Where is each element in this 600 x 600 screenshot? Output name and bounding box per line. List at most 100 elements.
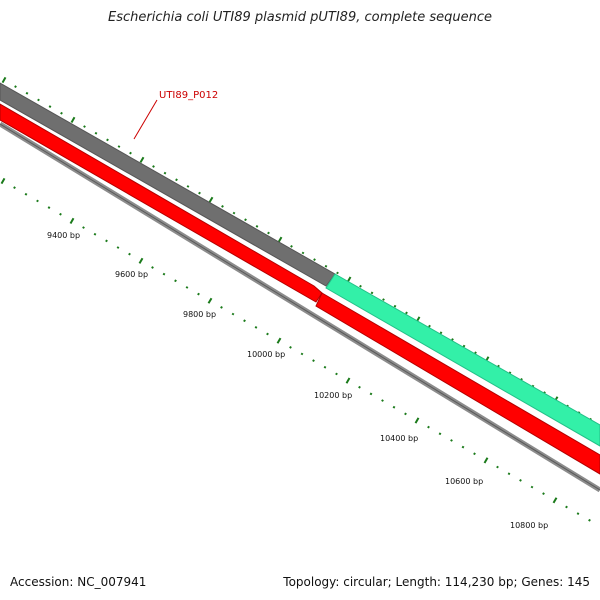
outer-minor-tick	[462, 344, 466, 348]
inner-minor-tick	[289, 345, 292, 349]
outer-minor-tick	[324, 264, 328, 268]
inner-minor-tick	[93, 232, 97, 236]
tick-label-9600: 9600 bp	[115, 270, 148, 279]
tick-label-10400: 10400 bp	[380, 434, 418, 443]
inner-major-tick	[138, 257, 144, 264]
inner-minor-tick	[358, 385, 361, 389]
topology-stats-text: Topology: circular; Length: 114,230 bp; …	[283, 575, 590, 589]
inner-minor-tick	[530, 485, 534, 489]
inner-major-tick	[552, 497, 558, 504]
inner-minor-tick	[496, 465, 499, 469]
outer-minor-tick	[83, 125, 86, 128]
inner-minor-tick	[542, 492, 545, 496]
tick-label-10800: 10800 bp	[510, 521, 548, 530]
outer-minor-tick	[48, 105, 52, 108]
inner-tick-track	[0, 177, 591, 522]
inner-minor-tick	[323, 365, 327, 369]
outer-minor-tick	[255, 224, 259, 228]
feature-gray-forward[interactable]	[0, 82, 336, 287]
outer-minor-tick	[25, 91, 29, 95]
tick-label-9400: 9400 bp	[47, 231, 80, 240]
inner-minor-tick	[588, 518, 591, 522]
inner-minor-tick	[392, 405, 396, 409]
inner-minor-tick	[300, 352, 304, 356]
outer-minor-tick	[290, 244, 293, 248]
inner-minor-tick	[82, 226, 85, 229]
inner-minor-tick	[36, 199, 39, 203]
outer-minor-tick	[129, 151, 132, 155]
outer-minor-tick	[14, 85, 17, 89]
inner-minor-tick	[369, 392, 373, 396]
inner-major-tick	[207, 297, 213, 304]
outer-minor-tick	[313, 258, 316, 262]
outer-minor-tick	[451, 338, 454, 341]
outer-minor-tick	[382, 298, 385, 301]
inner-minor-tick	[565, 505, 568, 509]
gene-label-uti89-p012[interactable]: UTI89_P012	[159, 90, 218, 101]
inner-minor-tick	[59, 212, 62, 216]
outer-minor-tick	[221, 205, 224, 208]
cds-red-reverse-2[interactable]	[315, 292, 600, 475]
outer-minor-tick	[232, 211, 236, 215]
tick-label-9800: 9800 bp	[183, 310, 216, 319]
inner-minor-tick	[243, 319, 246, 323]
outer-minor-tick	[244, 218, 247, 222]
inner-minor-tick	[105, 239, 108, 243]
inner-minor-tick	[507, 472, 511, 476]
outer-minor-tick	[393, 304, 397, 308]
inner-minor-tick	[220, 306, 223, 309]
tick-label-10200: 10200 bp	[314, 391, 352, 400]
outer-minor-tick	[428, 324, 431, 328]
outer-minor-tick	[60, 111, 63, 115]
inner-minor-tick	[24, 192, 28, 196]
inner-minor-tick	[576, 512, 580, 516]
inner-minor-tick	[519, 478, 522, 482]
outer-minor-tick	[94, 131, 98, 135]
inner-minor-tick	[461, 445, 465, 449]
inner-minor-tick	[185, 286, 189, 289]
inner-minor-tick	[450, 439, 453, 442]
outer-minor-tick	[163, 171, 167, 175]
outer-minor-tick	[301, 251, 305, 255]
inner-major-tick	[483, 457, 489, 464]
inner-major-tick	[276, 337, 282, 344]
outer-major-tick	[208, 196, 214, 203]
inner-major-tick	[345, 377, 351, 384]
inner-minor-tick	[231, 312, 235, 316]
outer-minor-tick	[37, 98, 40, 102]
inner-minor-tick	[254, 325, 258, 329]
outer-minor-tick	[359, 284, 362, 288]
accession-text: Accession: NC_007941	[10, 575, 147, 589]
inner-minor-tick	[174, 279, 177, 283]
backbone-edge	[0, 123, 600, 491]
inner-minor-tick	[151, 266, 154, 269]
tick-label-10600: 10600 bp	[445, 477, 483, 486]
inner-minor-tick	[162, 272, 166, 276]
outer-major-tick	[277, 236, 283, 243]
outer-minor-tick	[405, 311, 408, 315]
outer-tick-track	[1, 76, 592, 421]
outer-minor-tick	[370, 291, 374, 295]
cds-green-forward[interactable]	[325, 273, 600, 447]
outer-minor-tick	[336, 271, 339, 275]
outer-minor-tick	[152, 165, 155, 168]
inner-minor-tick	[116, 246, 120, 249]
map-title: Escherichia coli UTI89 plasmid pUTI89, c…	[108, 10, 492, 25]
inner-major-tick	[0, 177, 6, 185]
inner-minor-tick	[312, 359, 315, 363]
outer-minor-tick	[175, 178, 178, 182]
inner-minor-tick	[438, 432, 442, 436]
outer-major-tick	[1, 76, 7, 84]
tick-label-10000: 10000 bp	[247, 350, 285, 359]
inner-minor-tick	[335, 372, 338, 376]
outer-minor-tick	[186, 185, 190, 188]
inner-minor-tick	[381, 399, 384, 402]
inner-minor-tick	[427, 425, 430, 429]
inner-minor-tick	[473, 452, 476, 456]
outer-minor-tick	[117, 145, 121, 148]
outer-minor-tick	[198, 191, 201, 195]
inner-minor-tick	[128, 252, 131, 256]
inner-minor-tick	[404, 412, 407, 416]
cds-red-reverse-1[interactable]	[0, 103, 323, 303]
